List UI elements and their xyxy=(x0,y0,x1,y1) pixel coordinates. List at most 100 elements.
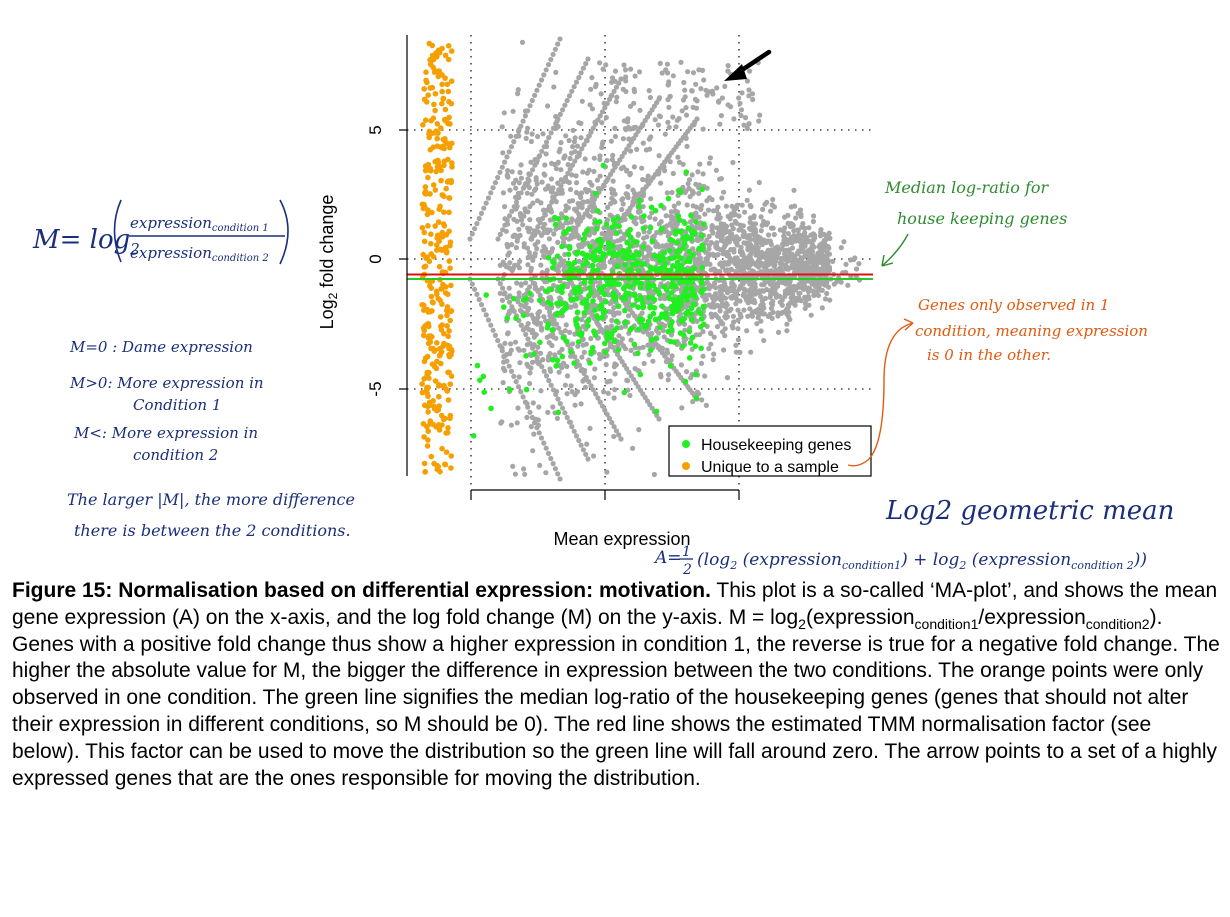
green-point xyxy=(631,238,637,245)
green-point xyxy=(613,318,620,325)
grey-point xyxy=(735,317,741,323)
grey-point xyxy=(488,322,494,328)
grey-point xyxy=(667,94,673,100)
green-point xyxy=(555,216,562,222)
green-point xyxy=(674,239,681,246)
green-point xyxy=(507,387,513,393)
grey-point xyxy=(817,256,823,262)
grey-point xyxy=(748,349,754,355)
grey-point xyxy=(770,290,776,296)
m-rule-1: M>0: More expression in xyxy=(69,374,264,392)
grey-point xyxy=(845,282,851,288)
grey-point xyxy=(500,380,506,386)
grey-point xyxy=(639,310,645,316)
grey-point xyxy=(641,360,647,367)
m-rule-2b: condition 2 xyxy=(133,446,218,464)
grey-point xyxy=(700,171,706,177)
grey-point xyxy=(590,387,596,393)
grey-point xyxy=(633,215,639,221)
grey-point xyxy=(535,133,541,140)
grey-point xyxy=(741,255,747,261)
green-point xyxy=(537,339,543,346)
green-point xyxy=(652,207,659,214)
grey-point xyxy=(543,67,549,73)
grey-point xyxy=(541,301,547,307)
grey-point xyxy=(763,222,770,228)
grey-point xyxy=(580,323,587,329)
green-point xyxy=(656,290,662,296)
grey-point xyxy=(535,224,541,230)
grey-point xyxy=(505,221,511,227)
grey-point xyxy=(502,340,508,346)
grey-point xyxy=(603,62,609,68)
orange-point xyxy=(435,159,442,166)
grey-point xyxy=(504,173,511,180)
grey-point xyxy=(663,359,670,365)
grey-point xyxy=(685,303,691,309)
grey-point xyxy=(578,70,584,76)
grey-point xyxy=(529,236,535,242)
green-arrow-icon xyxy=(881,233,909,267)
grey-point xyxy=(625,119,631,125)
orange-point xyxy=(422,188,429,195)
grey-point xyxy=(696,214,702,220)
orange-point xyxy=(424,211,431,218)
green-point xyxy=(584,252,591,259)
grey-point xyxy=(528,312,535,318)
grey-point xyxy=(612,160,618,166)
svg-text:expressioncondition 1: expressioncondition 1 xyxy=(130,214,269,234)
grey-point xyxy=(560,405,566,411)
svg-text:Median log-ratio for: Median log-ratio for xyxy=(884,178,1050,197)
green-point xyxy=(592,219,599,225)
green-point xyxy=(678,262,685,269)
grey-point xyxy=(525,321,531,327)
orange-point xyxy=(437,314,444,320)
grey-point xyxy=(838,245,844,251)
grey-point xyxy=(544,207,550,213)
grey-point xyxy=(567,186,574,193)
grey-point xyxy=(647,178,653,184)
grey-point xyxy=(573,173,579,179)
orange-point xyxy=(434,54,440,60)
orange-point xyxy=(448,179,455,186)
grey-point xyxy=(499,124,505,130)
green-point xyxy=(640,300,646,307)
grey-point xyxy=(543,151,549,157)
green-point xyxy=(566,226,573,232)
grey-point xyxy=(515,405,521,411)
y-tick-label-5: 5 xyxy=(366,125,385,134)
grey-point xyxy=(497,169,503,175)
grey-point xyxy=(639,123,646,129)
orange-point xyxy=(421,358,428,365)
orange-point xyxy=(422,469,428,475)
grey-point xyxy=(744,328,750,334)
green-point xyxy=(488,405,494,412)
grey-point xyxy=(764,259,770,265)
grey-point xyxy=(731,319,737,325)
green-point xyxy=(641,323,648,329)
grey-point xyxy=(476,296,482,303)
grey-point xyxy=(557,476,563,482)
orange-point xyxy=(427,61,434,68)
grey-point xyxy=(603,114,609,121)
grey-point xyxy=(758,318,764,324)
orange-point xyxy=(427,85,434,91)
orange-point xyxy=(442,117,448,123)
green-point xyxy=(571,286,578,293)
grey-point xyxy=(516,133,522,139)
grey-point xyxy=(497,290,503,296)
green-point xyxy=(560,334,567,341)
grey-point xyxy=(578,120,584,126)
grey-point xyxy=(538,200,544,206)
green-point xyxy=(688,212,694,219)
grey-point xyxy=(604,230,610,237)
grey-point xyxy=(554,415,561,421)
grey-point xyxy=(508,144,515,150)
grey-point xyxy=(644,234,650,240)
grey-point xyxy=(552,466,559,472)
green-point xyxy=(640,225,647,232)
grey-point xyxy=(770,309,776,315)
green-point xyxy=(572,267,578,273)
grey-point xyxy=(516,180,522,186)
green-point xyxy=(559,353,566,360)
